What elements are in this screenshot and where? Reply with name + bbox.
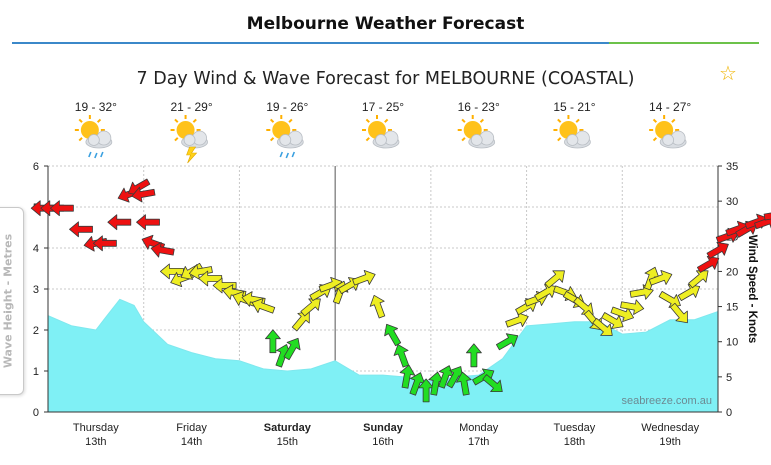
wind-arrows [30, 178, 771, 403]
wind-arrow [264, 329, 281, 354]
wind-arrow [592, 317, 613, 336]
wind-arrow [409, 372, 425, 396]
wind-arrow [159, 263, 184, 280]
day-temp-range: 17 - 25° [362, 100, 404, 114]
x-tick-day: Saturday [264, 422, 312, 434]
wind-arrow [696, 256, 720, 273]
wind-arrow [428, 371, 444, 396]
day-headers: 19 - 32° 21 - 29° 19 - 26° 17 - 25° 16 - 23°… [73, 100, 691, 164]
x-tick-date: 17th [468, 436, 489, 448]
wind-arrow [291, 311, 310, 332]
x-tick-day: Wednesday [641, 422, 699, 434]
wind-arrow [212, 277, 237, 294]
wind-arrow [620, 299, 645, 315]
partly-cloudy-icon [552, 114, 591, 149]
wind-arrow [393, 344, 410, 368]
wind-arrow [384, 323, 402, 347]
wind-arrow [763, 206, 771, 223]
wind-arrow [482, 374, 503, 393]
wind-tick-label: 5 [726, 372, 732, 384]
page-title: Melbourne Weather Forecast [246, 14, 525, 34]
x-tick-date: 19th [659, 436, 680, 448]
wind-arrow [688, 270, 709, 289]
wind-arrow [283, 337, 301, 361]
wind-arrow [601, 312, 624, 329]
wave-tick-label: 1 [33, 366, 39, 378]
wind-arrow [188, 264, 213, 280]
wind-arrow [610, 306, 634, 323]
header-rule-green [609, 42, 759, 44]
x-tick-date: 18th [564, 436, 585, 448]
wind-arrow [505, 312, 529, 328]
day-temp-range: 19 - 26° [266, 100, 308, 114]
partly-cloudy-icon [456, 114, 496, 149]
wave-tick-label: 0 [33, 407, 39, 419]
day-temp-range: 14 - 27° [649, 100, 691, 114]
x-tick-date: 15th [277, 436, 298, 448]
wind-arrow [544, 270, 565, 289]
partly-cloudy-icon [361, 114, 400, 149]
thunderstorm-icon [169, 114, 208, 164]
wind-arrow [495, 333, 519, 351]
wind-tick-label: 10 [726, 337, 738, 349]
star-outline-icon[interactable]: ☆ [719, 63, 737, 85]
partly-cloudy-icon [648, 114, 687, 149]
wind-arrow [669, 302, 688, 324]
wind-tick-label: 15 [726, 302, 738, 314]
wind-arrow [472, 368, 495, 386]
wind-arrow [107, 214, 132, 231]
showers-icon [73, 114, 113, 159]
wind-arrow [131, 186, 156, 203]
wind-arrow [465, 343, 482, 368]
wave-height-area [48, 298, 718, 412]
wave-height-tab[interactable]: Wave Height - Metres [0, 207, 24, 395]
watermark: seabreeze.com.au [622, 395, 713, 407]
wind-arrow [300, 298, 321, 317]
wind-axis-label: Wind Speed - Knots [746, 235, 758, 344]
wind-arrow [50, 200, 74, 217]
wave-tick-label: 3 [33, 284, 39, 296]
x-tick-date: 14th [181, 436, 202, 448]
x-tick-day: Tuesday [554, 422, 596, 434]
wind-arrow [93, 235, 117, 252]
wave-axis-ticks: 0123456 [33, 161, 48, 419]
wind-arrow [198, 270, 223, 287]
wind-wave-chart: 19 - 32° 21 - 29° 19 - 26° 17 - 25° 16 - 23°… [30, 100, 771, 448]
wind-arrow [150, 241, 175, 258]
wind-axis-ticks: 05101520253035 [718, 161, 738, 419]
wave-tick-label: 2 [33, 325, 39, 337]
wind-arrow [648, 270, 673, 286]
day-temp-range: 15 - 21° [553, 100, 595, 114]
showers-icon [265, 114, 304, 159]
wind-arrow [418, 378, 435, 403]
x-tick-date: 13th [85, 436, 106, 448]
wind-arrow [136, 214, 160, 231]
wind-tick-label: 0 [726, 407, 732, 419]
x-tick-day: Thursday [73, 422, 119, 434]
day-temp-range: 16 - 23° [458, 100, 500, 114]
wind-tick-label: 30 [726, 196, 738, 208]
x-tick-day: Friday [176, 422, 207, 434]
x-tick-day: Monday [459, 422, 499, 434]
page-header: Melbourne Weather Forecast [0, 0, 771, 46]
x-tick-date: 16th [372, 436, 393, 448]
wind-arrow [352, 270, 376, 286]
day-temp-range: 19 - 32° [75, 100, 117, 114]
wind-arrow [677, 284, 701, 301]
wind-arrow [456, 371, 472, 396]
chart-title: 7 Day Wind & Wave Forecast for MELBOURNE… [136, 69, 635, 89]
wave-tick-label: 6 [33, 161, 39, 173]
wind-arrow [399, 364, 416, 389]
day-temp-range: 21 - 29° [170, 100, 212, 114]
wind-tick-label: 20 [726, 266, 738, 278]
x-tick-day: Sunday [363, 422, 404, 434]
wind-arrow [706, 241, 729, 259]
x-axis-labels: Thursday 13th Friday 14th Saturday 15th Sunday… [73, 422, 700, 448]
wind-arrow [369, 294, 386, 319]
header-rule-blue [12, 42, 609, 44]
wind-arrow [69, 221, 93, 238]
wind-arrow [251, 298, 276, 314]
wave-tick-label: 4 [33, 243, 39, 255]
wind-tick-label: 35 [726, 161, 738, 173]
